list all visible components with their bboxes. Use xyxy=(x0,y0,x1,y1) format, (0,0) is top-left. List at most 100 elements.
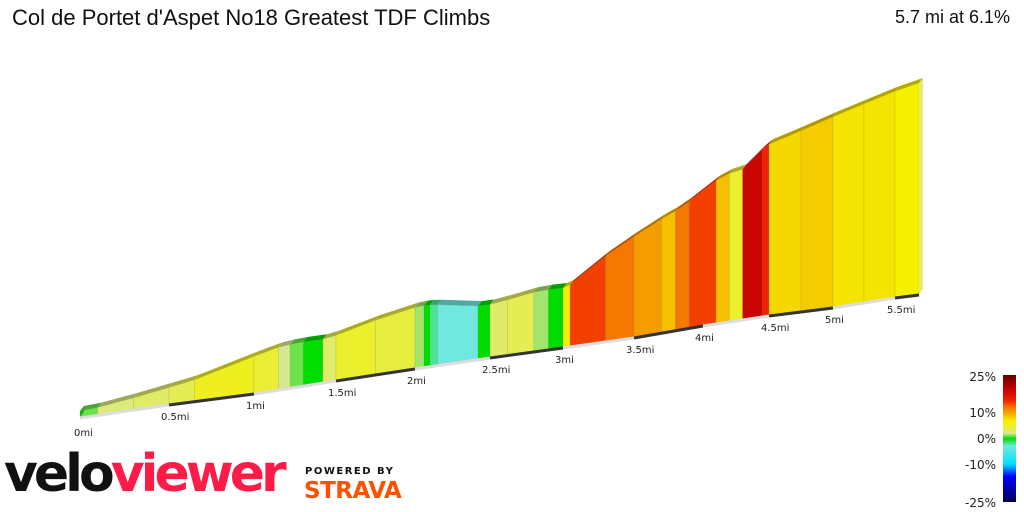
profile-segment xyxy=(533,289,549,352)
profile-top-edge xyxy=(675,196,694,212)
profile-segment xyxy=(429,304,438,367)
axis-segment xyxy=(702,314,770,328)
profile-segment xyxy=(423,304,431,368)
profile-top-edge xyxy=(605,231,638,257)
profile-segment xyxy=(414,305,425,369)
legend-label: 0% xyxy=(977,432,996,446)
strava-logo: STRAVA xyxy=(304,478,402,504)
profile-top-edge xyxy=(729,164,747,174)
profile-segment xyxy=(762,143,770,317)
axis-segment xyxy=(633,324,704,340)
profile-segment xyxy=(800,116,834,312)
profile-segment xyxy=(562,284,571,348)
profile-top-edge xyxy=(80,402,102,411)
profile-top-edge xyxy=(634,213,666,237)
tick-label: 4.5mi xyxy=(761,323,789,334)
logo-viewer: viewer xyxy=(110,444,287,504)
profile-segment xyxy=(302,338,324,386)
profile-segment xyxy=(768,130,802,316)
profile-segment xyxy=(507,291,535,355)
tick-label: 3.5mi xyxy=(626,345,654,356)
profile-segment xyxy=(661,210,676,333)
tick-label: 0.5mi xyxy=(161,412,189,423)
profile-top-edge xyxy=(415,300,428,308)
profile-segment xyxy=(675,200,690,331)
profile-segment xyxy=(489,299,508,358)
profile-segment xyxy=(322,334,337,383)
tick-label: 5mi xyxy=(825,315,844,326)
profile-top-edge xyxy=(563,279,575,289)
profile-segment xyxy=(688,179,717,328)
profile-top-edge xyxy=(742,144,767,170)
profile-segment xyxy=(335,319,376,381)
axis-segment xyxy=(489,346,564,360)
profile-top-edge xyxy=(801,111,837,131)
profile-top-edge xyxy=(570,251,610,285)
axis-segment xyxy=(414,356,491,371)
profile-top-edge xyxy=(490,294,512,305)
grade-legend: 25% 10% 0% -10% -25% xyxy=(965,370,1016,510)
veloviewer-logo: veloviewer xyxy=(4,444,287,504)
profile-top-edge xyxy=(336,315,380,336)
legend-color-bar xyxy=(1003,375,1016,502)
tick-label: 1mi xyxy=(246,401,265,412)
legend-label: -10% xyxy=(965,458,996,472)
profile-top-edge xyxy=(533,284,553,293)
legend-label: 10% xyxy=(969,406,996,420)
climb-summary: 5.7 mi at 6.1% xyxy=(894,7,1010,27)
profile-segment xyxy=(289,341,304,388)
profile-segments xyxy=(79,78,923,418)
profile-segment xyxy=(715,172,730,324)
profile-top-edge xyxy=(762,139,773,150)
profile-top-edge xyxy=(97,392,138,408)
profile-top-edge xyxy=(478,299,494,306)
profile-top-edge xyxy=(375,302,419,321)
page-title: Col de Portet d'Aspet No18 Greatest TDF … xyxy=(12,5,491,30)
profile-top-edge xyxy=(322,330,340,340)
profile-top-edge xyxy=(548,283,567,290)
tick-label: 1.5mi xyxy=(328,388,356,399)
axis-segment xyxy=(832,296,896,310)
legend-label: -25% xyxy=(965,496,996,510)
profile-top-edge xyxy=(430,299,442,305)
profile-segment xyxy=(437,304,479,366)
profile-top-edge xyxy=(278,339,295,348)
profile-top-edge xyxy=(507,287,538,300)
powered-by-label: POWERED BY xyxy=(305,466,395,477)
profile-top-edge xyxy=(437,299,482,306)
profile-segment xyxy=(548,287,564,350)
distance-tick-labels: 0mi 0.5mi 1mi 1.5mi 2mi 2.5mi 3mi 3.5mi 4mi 4.5mi… xyxy=(74,305,915,439)
profile-top-edge xyxy=(769,125,805,145)
tick-label: 4mi xyxy=(695,333,714,344)
profile-start-cap xyxy=(80,406,84,417)
axis-segment xyxy=(253,379,337,396)
profile-segment xyxy=(633,218,662,338)
profile-segment xyxy=(278,344,291,390)
tick-label: 5.5mi xyxy=(887,305,915,316)
profile-segment xyxy=(832,103,865,308)
distance-axis xyxy=(79,293,920,420)
legend-label: 25% xyxy=(969,370,996,384)
axis-segment xyxy=(562,336,635,350)
profile-end-cap xyxy=(919,78,923,294)
profile-top-edge xyxy=(133,382,173,398)
profile-top-edge xyxy=(290,336,308,345)
profile-top-edge xyxy=(716,168,734,181)
profile-top-edge xyxy=(169,374,199,388)
profile-top-edge xyxy=(895,78,923,92)
axis-segment xyxy=(168,392,255,407)
profile-top-edge xyxy=(194,351,258,380)
profile-top-edge xyxy=(833,98,868,117)
axis-segment xyxy=(335,367,416,383)
logo-velo: velo xyxy=(4,444,115,504)
profile-top-edge xyxy=(303,334,327,342)
profile-segment xyxy=(477,304,491,360)
profile-top-edge xyxy=(254,342,283,357)
tick-label: 3mi xyxy=(555,355,574,366)
profile-segment xyxy=(742,148,763,320)
profile-top-edge xyxy=(424,299,434,306)
profile-segment xyxy=(729,168,743,322)
axis-segment xyxy=(79,403,170,420)
tick-label: 2.5mi xyxy=(482,365,510,376)
